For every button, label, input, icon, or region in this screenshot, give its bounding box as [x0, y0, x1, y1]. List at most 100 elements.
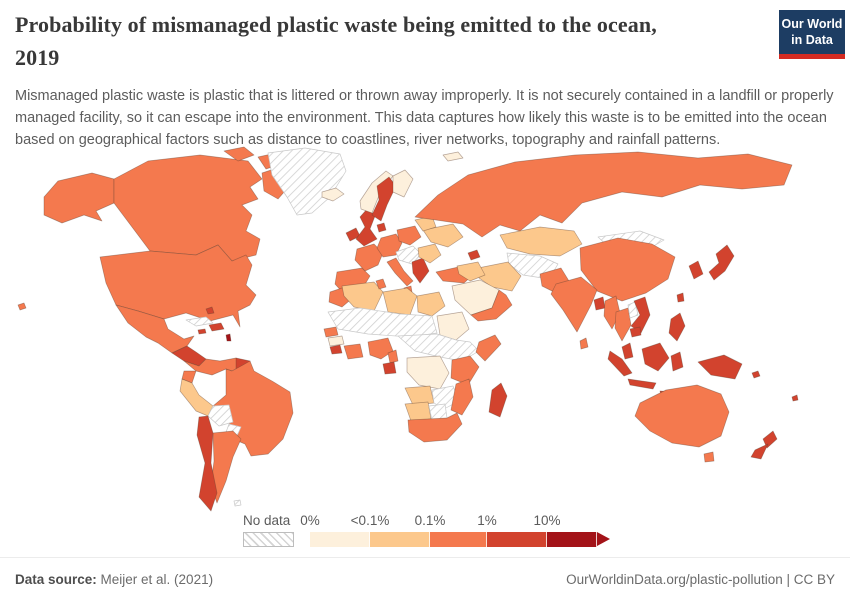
region-malay-peninsula[interactable] [621, 342, 634, 360]
region-ukraine[interactable] [422, 223, 464, 248]
region-sudan[interactable] [436, 311, 470, 341]
region-italy[interactable] [386, 257, 414, 287]
region-iceland[interactable] [321, 187, 345, 202]
region-kazakhstan[interactable] [499, 226, 583, 257]
legend-color-segment[interactable] [547, 532, 597, 547]
region-germany[interactable] [376, 233, 403, 258]
region-arctic-island[interactable] [223, 146, 255, 162]
legend-tick-labels: 0% <0.1% 0.1% 1% 10% [300, 513, 630, 530]
region-mexico[interactable] [115, 304, 195, 354]
region-greenland[interactable] [267, 147, 347, 216]
region-finland[interactable] [392, 169, 414, 198]
legend-color-segment[interactable] [487, 532, 547, 547]
region-somalia[interactable] [475, 334, 502, 362]
region-sierra-leone-liberia[interactable] [329, 344, 343, 355]
region-france[interactable] [354, 243, 384, 272]
region-mozambique[interactable] [450, 378, 474, 416]
region-bahamas[interactable] [205, 306, 215, 315]
region-tasmania[interactable] [703, 451, 715, 463]
region-egypt[interactable] [416, 291, 446, 317]
region-new-zealand-south[interactable] [750, 443, 769, 460]
region-sulawesi[interactable] [670, 351, 684, 372]
region-lesser-antilles[interactable] [225, 333, 232, 342]
region-peru[interactable] [179, 378, 214, 417]
region-fiji[interactable] [791, 394, 799, 402]
region-sweden[interactable] [371, 176, 397, 222]
region-china[interactable] [579, 237, 676, 302]
region-iraq-syria[interactable] [456, 261, 486, 282]
region-yemen-oman[interactable] [470, 289, 513, 322]
world-map[interactable] [0, 145, 850, 517]
region-balkans-greece[interactable] [411, 257, 430, 284]
region-cameroon[interactable] [387, 349, 399, 364]
region-denmark[interactable] [376, 222, 387, 233]
credit-line[interactable]: OurWorldinData.org/plastic-pollution | C… [566, 571, 835, 587]
region-taiwan[interactable] [676, 292, 685, 303]
region-caucasus[interactable] [467, 249, 481, 261]
region-iran[interactable] [477, 261, 522, 292]
region-australia[interactable] [634, 384, 730, 448]
region-russia[interactable] [414, 151, 793, 238]
region-vietnam[interactable] [630, 296, 651, 334]
legend-tick-label: 1% [477, 513, 497, 528]
region-chile[interactable] [196, 415, 218, 512]
region-angola[interactable] [404, 385, 435, 406]
region-philippines[interactable] [668, 312, 686, 342]
region-romania-bulgaria[interactable] [417, 243, 442, 264]
legend-color-segment[interactable] [310, 532, 370, 547]
legend-tick-label: 0% [300, 513, 320, 528]
region-senegal[interactable] [323, 326, 339, 338]
region-thailand[interactable] [614, 307, 632, 342]
region-poland-baltics[interactable] [396, 225, 422, 246]
region-hawaii[interactable] [17, 302, 27, 311]
region-india[interactable] [550, 276, 598, 333]
region-libya[interactable] [382, 287, 418, 316]
region-solomon-islands[interactable] [751, 370, 761, 379]
owid-logo-line1: Our World [781, 17, 843, 31]
region-gabon[interactable] [382, 361, 397, 375]
region-svalbard[interactable] [442, 151, 464, 162]
owid-logo: Our World in Data [779, 10, 845, 60]
region-drc[interactable] [406, 355, 450, 390]
region-sri-lanka[interactable] [579, 337, 589, 350]
region-madagascar[interactable] [488, 382, 508, 418]
legend-no-data: No data [243, 513, 299, 547]
region-south-africa[interactable] [407, 412, 463, 443]
region-tunisia[interactable] [375, 278, 387, 290]
legend-color-segment[interactable] [430, 532, 487, 547]
region-borneo[interactable] [641, 342, 670, 372]
region-sahel-belt[interactable] [327, 307, 438, 338]
region-nigeria[interactable] [367, 337, 394, 360]
region-botswana[interactable] [428, 403, 448, 421]
region-argentina[interactable] [210, 430, 242, 504]
region-jamaica[interactable] [197, 328, 207, 335]
region-algeria[interactable] [341, 281, 384, 312]
legend-tick-label: 0.1% [414, 513, 446, 528]
region-sumatra[interactable] [607, 350, 633, 377]
region-bolivia[interactable] [207, 404, 234, 427]
region-kenya-tanzania[interactable] [450, 355, 480, 386]
region-bangladesh[interactable] [593, 296, 606, 311]
region-new-guinea[interactable] [697, 354, 743, 380]
region-namibia[interactable] [404, 401, 432, 422]
chart-footer: Data source: Meijer et al. (2021) OurWor… [0, 557, 850, 600]
region-japan[interactable] [708, 244, 735, 281]
region-usa[interactable] [99, 244, 257, 328]
region-cuba[interactable] [185, 316, 214, 327]
region-guinea[interactable] [327, 335, 345, 347]
legend-color-segment[interactable] [370, 532, 430, 547]
region-zambia-zimbabwe[interactable] [431, 385, 460, 410]
region-falkland-islands[interactable] [233, 499, 242, 507]
region-cambodia[interactable] [629, 326, 642, 338]
region-alaska[interactable] [43, 172, 115, 224]
legend-no-data-swatch[interactable] [243, 532, 294, 547]
region-ivory-coast-ghana[interactable] [343, 343, 364, 360]
region-canada[interactable] [113, 154, 263, 262]
region-laos[interactable] [627, 301, 639, 319]
region-new-zealand-north[interactable] [762, 430, 778, 449]
region-java[interactable] [627, 378, 657, 390]
legend-tick-label: <0.1% [350, 513, 390, 528]
region-korea[interactable] [688, 260, 704, 280]
region-central-europe[interactable] [395, 245, 422, 265]
region-hispaniola[interactable] [208, 322, 225, 332]
